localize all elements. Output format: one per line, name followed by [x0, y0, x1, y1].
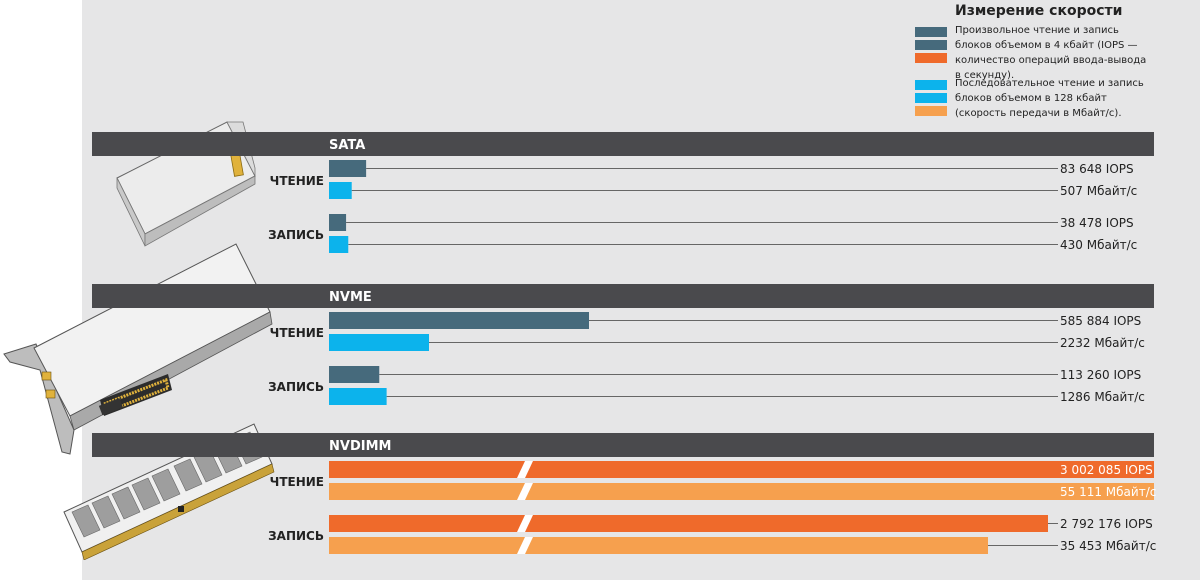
section-label: NVDIMM	[329, 439, 391, 454]
sata-write-iops-bar	[329, 214, 347, 231]
legend-swatch-seq-write	[915, 93, 947, 103]
nvme-read-iops-bar	[329, 312, 589, 329]
group-label: ЧТЕНИЕ	[270, 475, 324, 489]
nvdimm-read-iops-bar	[329, 461, 1154, 478]
value-label: 35 453 Мбайт/с	[1060, 539, 1156, 553]
section-bar	[92, 433, 1154, 457]
nvme-read-mbps-bar	[329, 334, 429, 351]
value-label: 1286 Мбайт/с	[1060, 390, 1145, 404]
nvdimm-write-iops-bar	[329, 515, 1048, 532]
axis-break-mark	[517, 537, 533, 554]
value-label: 83 648 IOPS	[1060, 162, 1134, 176]
legend-swatch-random-read	[915, 27, 947, 37]
legend-random-text: Произвольное чтение и запись блоков объе…	[955, 25, 1147, 81]
nvdimm-write-mbps-bar	[329, 537, 988, 554]
legend-title: Измерение скорости	[955, 3, 1123, 19]
group-label: ЧТЕНИЕ	[270, 326, 324, 340]
legend-swatch-seq-read	[915, 80, 947, 90]
axis-break-mark	[517, 461, 533, 478]
axis-break-mark	[517, 515, 533, 532]
section-bar	[92, 132, 1154, 156]
axis-break-mark	[517, 483, 533, 500]
group-label: ЗАПИСЬ	[268, 529, 324, 543]
legend-swatch-random-nvdimm	[915, 53, 947, 63]
legend-swatch-seq-nvdimm	[915, 106, 947, 116]
section-bar	[92, 284, 1154, 308]
value-label: 2 792 176 IOPS	[1060, 517, 1153, 531]
sata-read-iops-bar	[329, 160, 367, 177]
sata-write-mbps-bar	[329, 236, 349, 253]
value-label: 2232 Мбайт/с	[1060, 336, 1145, 350]
section-label: SATA	[329, 138, 365, 153]
value-label: 507 Мбайт/с	[1060, 184, 1137, 198]
section-label: NVME	[329, 290, 372, 305]
nvdimm-read-mbps-bar	[329, 483, 1154, 500]
group-label: ЧТЕНИЕ	[270, 174, 324, 188]
value-label: 38 478 IOPS	[1060, 216, 1134, 230]
group-label: ЗАПИСЬ	[268, 228, 324, 242]
value-label: 585 884 IOPS	[1060, 314, 1141, 328]
legend-sequential-text: Последовательное чтение и запись блоков …	[955, 78, 1144, 119]
value-label: 3 002 085 IOPS	[1060, 463, 1153, 477]
nvme-write-mbps-bar	[329, 388, 387, 405]
group-label: ЗАПИСЬ	[268, 380, 324, 394]
legend-swatch-random-write	[915, 40, 947, 50]
sata-read-mbps-bar	[329, 182, 352, 199]
value-label: 55 111 Мбайт/с	[1060, 485, 1156, 499]
value-label: 430 Мбайт/с	[1060, 238, 1137, 252]
nvme-write-iops-bar	[329, 366, 380, 383]
value-label: 113 260 IOPS	[1060, 368, 1141, 382]
